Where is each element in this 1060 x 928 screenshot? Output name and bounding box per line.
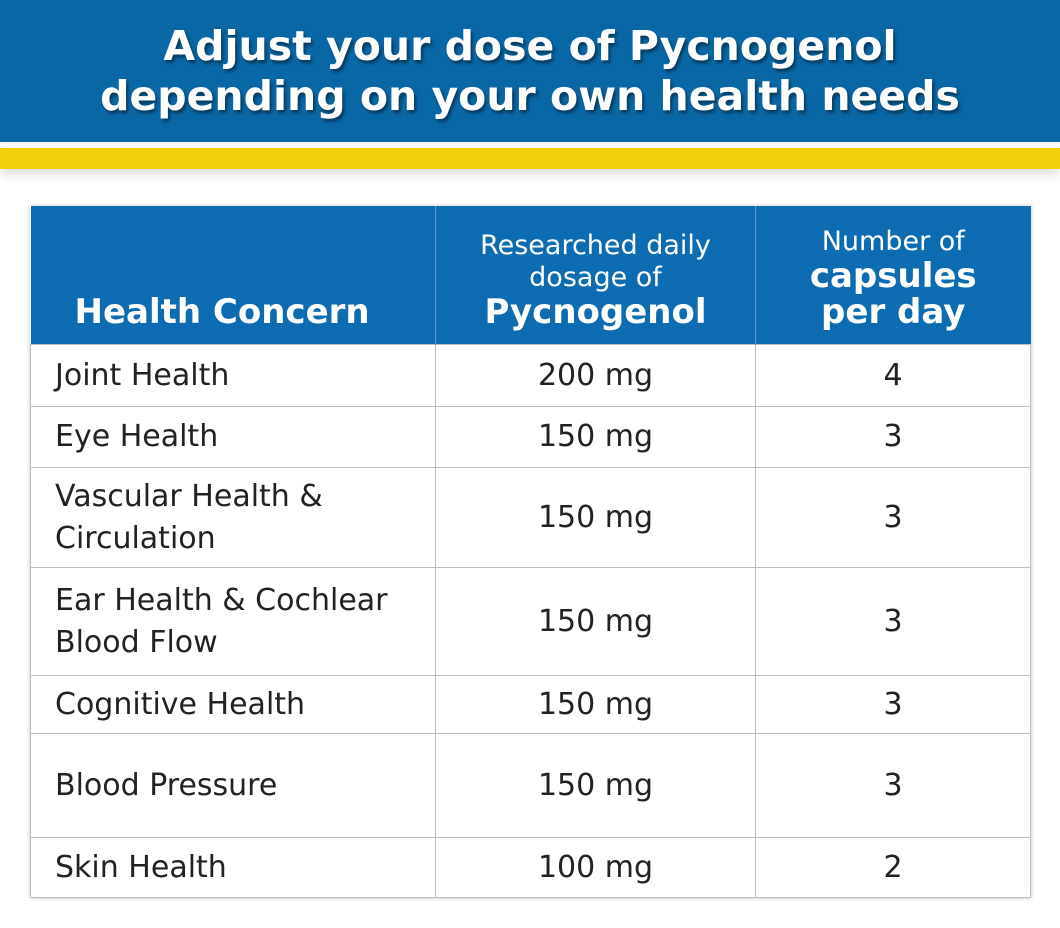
capsules-cell: 2: [755, 837, 1031, 898]
capsules-cell: 3: [755, 406, 1031, 468]
capsules-cell: 3: [755, 467, 1031, 568]
table-row: Blood Pressure 150 mg 3: [30, 733, 1031, 838]
header-line: Health Concern: [74, 292, 370, 332]
concern-line: Cognitive Health: [55, 686, 306, 722]
concern-line: Skin Health: [55, 849, 227, 885]
table-body: Joint Health 200 mg 4 Eye Health 150 mg 3 Vasc…: [30, 344, 1031, 898]
concern-line: Blood Flow: [55, 624, 218, 660]
concern-cell: Vascular Health & Circulation: [30, 467, 436, 568]
concern-cell: Eye Health: [30, 406, 436, 468]
capsules-cell: 3: [755, 567, 1031, 676]
table-row: Joint Health 200 mg 4: [30, 344, 1031, 407]
concern-line: Ear Health & Cochlear: [55, 582, 388, 618]
capsules-cell: 3: [755, 733, 1031, 838]
concern-cell: Joint Health: [30, 344, 436, 407]
concern-cell: Cognitive Health: [30, 675, 436, 734]
table-row: Eye Health 150 mg 3: [30, 406, 1031, 468]
column-header: Health Concern: [30, 206, 436, 345]
concern-line: Joint Health: [55, 357, 230, 393]
column-header: Number of capsules per day: [755, 206, 1031, 345]
header-strong: capsules: [809, 256, 977, 296]
dosage-cell: 150 mg: [435, 467, 756, 568]
table-row: Cognitive Health 150 mg 3: [30, 675, 1031, 734]
concern-cell: Ear Health & Cochlear Blood Flow: [30, 567, 436, 676]
concern-line: Blood Pressure: [55, 767, 278, 803]
banner: Adjust your dose of Pycnogenol depending …: [0, 0, 1060, 142]
dosage-cell: 150 mg: [435, 567, 756, 676]
dosage-cell: 150 mg: [435, 733, 756, 838]
concern-line: Vascular Health &: [55, 478, 323, 514]
capsules-cell: 3: [755, 675, 1031, 734]
header-text: Health Concern: [31, 294, 436, 344]
header-line: dosage of: [529, 262, 662, 293]
concern-line: Eye Health: [55, 419, 219, 454]
concern-cell: Skin Health: [30, 837, 436, 898]
concern-cell: Blood Pressure: [30, 733, 436, 838]
title-line: Adjust your dose of Pycnogenol: [163, 22, 897, 70]
header-line: Number of: [821, 226, 965, 257]
header-row: Health Concern Researched daily dosage of P…: [30, 206, 1031, 345]
table-row: Skin Health 100 mg 2: [30, 837, 1031, 898]
dosage-cell: 150 mg: [435, 406, 756, 468]
dosage-cell: 150 mg: [435, 675, 756, 734]
table-row: Vascular Health & Circulation 150 mg 3: [30, 467, 1031, 568]
title-line: depending on your own health needs: [100, 72, 960, 120]
concern-line: Circulation: [55, 520, 216, 556]
header-text: Number of capsules per day: [756, 226, 1031, 344]
stripe: [0, 148, 1060, 169]
dosage-table: Health Concern Researched daily dosage of P…: [30, 206, 1031, 898]
column-header: Researched daily dosage of Pycnogenol: [435, 206, 756, 345]
table-row: Ear Health & Cochlear Blood Flow 150 mg 3: [30, 567, 1031, 676]
header-text: Researched daily dosage of Pycnogenol: [436, 230, 755, 344]
dosage-cell: 200 mg: [435, 344, 756, 407]
header-line: Researched daily: [480, 230, 711, 261]
dosage-cell: 100 mg: [435, 837, 756, 898]
capsules-cell: 4: [755, 344, 1031, 407]
header-strong: Pycnogenol: [484, 292, 707, 332]
header-strong: per day: [821, 292, 966, 332]
